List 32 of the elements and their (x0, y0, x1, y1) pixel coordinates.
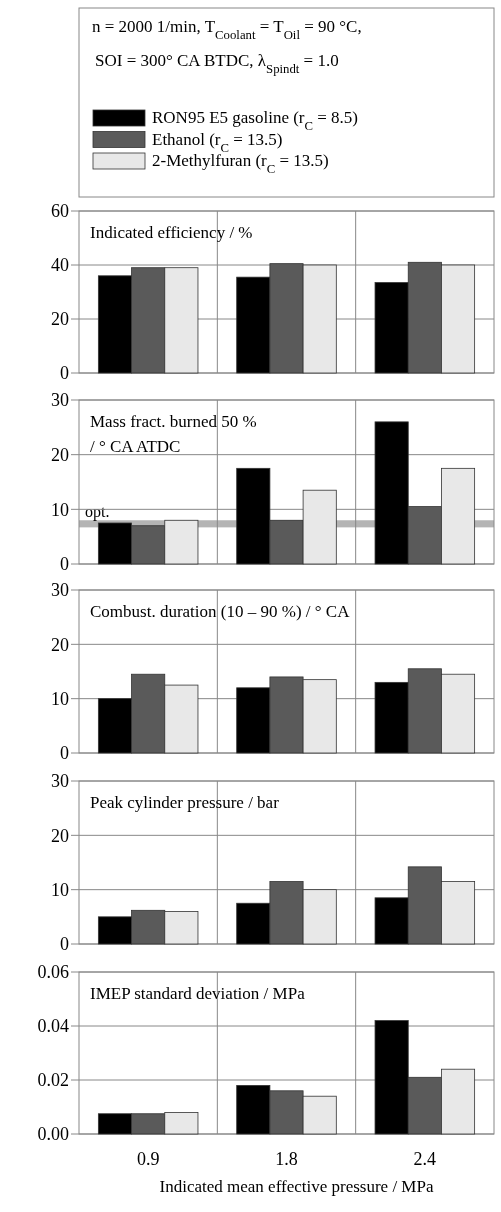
band-label: opt. (85, 503, 110, 522)
y-tick-label: 0.02 (37, 1070, 69, 1091)
y-tick-label: 10 (51, 688, 69, 709)
y-tick-label: 60 (51, 201, 69, 222)
text: Mass fract. burned 50 % / ° CA ATDC (90, 412, 257, 456)
text: Peak cylinder pressure / bar (90, 793, 280, 812)
y-tick-label: 20 (51, 444, 69, 465)
y-tick-label: 0 (60, 363, 69, 384)
y-tick-label: 10 (51, 879, 69, 900)
y-tick-label: 0.04 (37, 1016, 69, 1037)
y-tick-label: 0 (60, 743, 69, 764)
text: IMEP standard deviation / MPa (90, 984, 306, 1003)
text: Indicated efficiency / % (90, 223, 253, 242)
y-tick-label: 20 (51, 825, 69, 846)
x-tick-label: 2.4 (413, 1149, 437, 1169)
x-tick-label: 0.9 (136, 1149, 160, 1169)
y-tick-label: 0 (60, 934, 69, 955)
y-tick-label: 20 (51, 309, 69, 330)
x-axis-title: Indicated mean effective pressure / MPa (159, 1177, 434, 1196)
y-tick-label: 30 (51, 390, 69, 411)
text: SOI = 300° CA BTDC, λ$_{Spindt}$ = 1.0 (95, 51, 339, 76)
y-tick-label: 30 (51, 771, 69, 792)
y-tick-label: 30 (51, 580, 69, 601)
y-tick-label: 0 (60, 554, 69, 575)
y-tick-label: 40 (51, 255, 69, 276)
y-tick-label: 0.06 (37, 962, 69, 983)
x-tick-label: 1.8 (275, 1149, 298, 1169)
text: n = 2000 1/min, T$_{Coolant}$ = T$_{Oil}$ = 90 °C, (92, 17, 362, 42)
y-tick-label: 0.00 (37, 1124, 69, 1145)
y-tick-label: 10 (51, 499, 69, 520)
y-tick-label: 20 (51, 634, 69, 655)
text: Combust. duration (10 – 90 %) / ° CA (90, 602, 351, 621)
